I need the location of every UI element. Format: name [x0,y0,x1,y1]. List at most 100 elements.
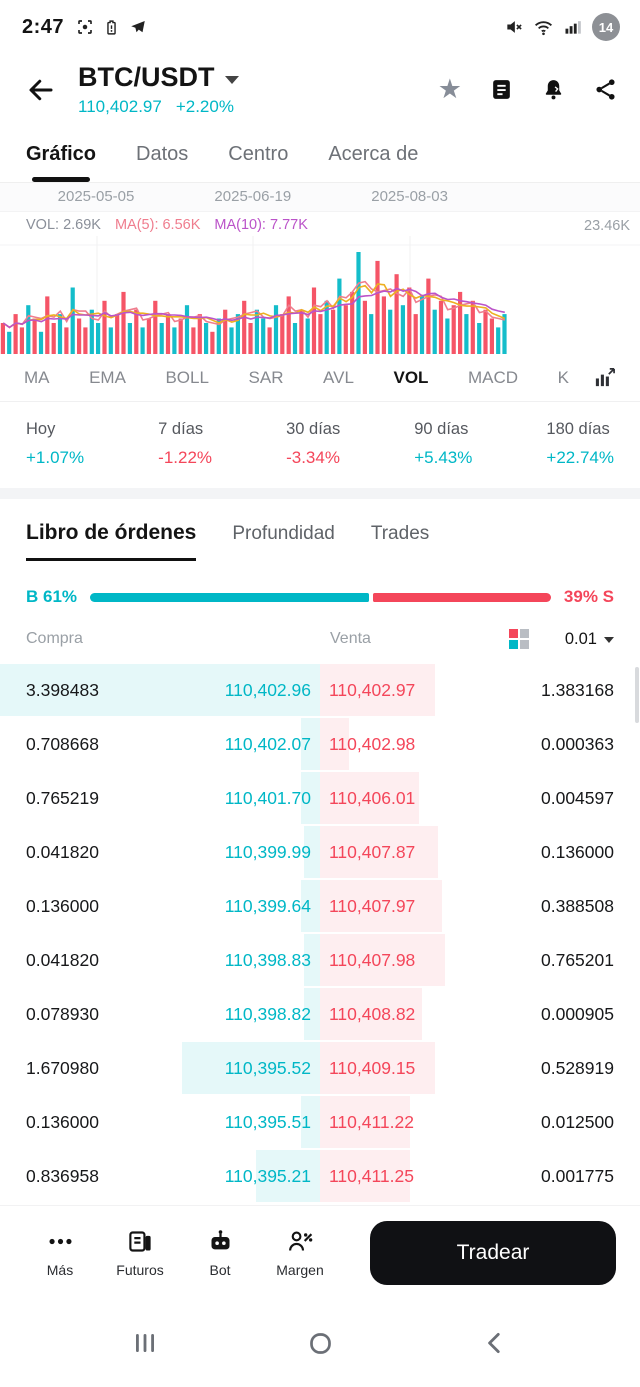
precision-value: 0.01 [564,629,597,648]
back-button[interactable] [26,75,56,105]
buy-price: 110,395.21 [224,1165,311,1186]
buy-column-header-wrap: Compra [0,630,320,648]
buy-side: 0.041820 110,399.99 [0,825,320,879]
price-alert-bell-icon[interactable] [541,77,566,102]
price-change: +2.20% [175,97,234,116]
buy-depth-bar [304,826,320,878]
buy-side: 0.136000 110,395.51 [0,1095,320,1149]
chart-legend: VOL: 2.69K MA(5): 6.56K MA(10): 7.77K [26,217,308,233]
volume-chart-area[interactable]: VOL: 2.69K MA(5): 6.56K MA(10): 7.77K 23… [0,212,640,354]
indicator-vol[interactable]: VOL [393,367,429,387]
sell-depth-bar [320,934,445,986]
orderbook-tab-libro-de-ordenes[interactable]: Libro de órdenes [26,521,197,561]
order-book-row[interactable]: 0.708668 110,402.07 110,402.98 0.000363 [0,717,640,771]
sell-depth-bar [320,1096,410,1148]
performance-item: 180 días +22.74% [546,420,614,468]
home-button[interactable] [307,1330,334,1357]
buy-side: 1.670980 110,395.52 [0,1041,320,1095]
performance-value: +5.43% [414,448,473,467]
sell-amount: 0.012500 [541,1111,614,1132]
indicator-list: MA EMA BOLL SAR AVL VOL MACD K [24,368,569,388]
performance-label: 7 días [158,420,204,438]
buy-depth-bar [300,1096,320,1148]
order-book-row[interactable]: 3.398483 110,402.96 110,402.97 1.383168 [0,663,640,717]
order-book-row[interactable]: 0.765219 110,401.70 110,406.01 0.004597 [0,771,640,825]
tab-grafico[interactable]: Gráfico [26,127,96,182]
order-book-row[interactable]: 0.078930 110,398.82 110,408.82 0.000905 [0,987,640,1041]
trade-button[interactable]: Tradear [370,1221,616,1285]
sell-side: 110,402.98 0.000363 [320,717,640,771]
sell-side: 110,409.15 0.528919 [320,1041,640,1095]
signal-icon [563,17,583,37]
bottom-item-margen[interactable]: Margen [260,1228,340,1278]
order-book-row[interactable]: 0.136000 110,395.51 110,411.22 0.012500 [0,1095,640,1149]
performance-value: +22.74% [546,448,614,467]
pair-selector[interactable]: BTC/USDT [78,62,239,93]
orderbook-tab-trades[interactable]: Trades [370,523,430,544]
order-book-row[interactable]: 0.836958 110,395.21 110,411.25 0.001775 [0,1149,640,1203]
sell-amount: 0.001775 [541,1165,614,1186]
buy-side: 0.708668 110,402.07 [0,717,320,771]
sell-amount: 0.136000 [541,841,614,862]
buy-amount: 0.041820 [26,841,99,862]
chart-settings-icon[interactable] [593,366,616,389]
tab-centro[interactable]: Centro [228,143,289,165]
indicator-macd[interactable]: MACD [468,367,519,387]
ratio-track [90,592,551,602]
precision-selector[interactable]: 0.01 [565,630,614,649]
indicator-avl[interactable]: AVL [323,367,354,387]
buy-ratio-bar [90,592,369,602]
tab-datos[interactable]: Datos [136,143,189,165]
buy-depth-bar [304,934,320,986]
buy-ratio-label: B 61% [26,587,78,606]
y-axis-max-label: 23.46K [584,218,630,234]
price-row: 110,402.97 +2.20% [78,97,239,117]
performance-label: 180 días [546,420,610,438]
buy-price: 110,402.96 [224,679,311,700]
tab-acerca-de[interactable]: Acerca de [328,143,419,165]
buy-amount: 0.708668 [26,733,99,754]
performance-item: 30 días -3.34% [286,420,340,468]
sell-side: 110,407.87 0.136000 [320,825,640,879]
recents-button[interactable] [132,1330,158,1356]
order-book-row[interactable]: 1.670980 110,395.52 110,409.15 0.528919 [0,1041,640,1095]
buy-side: 3.398483 110,402.96 [0,663,320,717]
sell-depth-bar [320,718,349,770]
buy-amount: 0.836958 [26,1165,99,1186]
share-icon[interactable] [593,77,618,102]
buy-depth-bar [0,664,320,716]
more-dots-icon [47,1228,74,1255]
buy-amount: 1.670980 [26,1057,99,1078]
sell-price: 110,407.97 [329,895,416,916]
buy-price: 110,398.83 [224,949,311,970]
buy-price: 110,398.82 [224,1003,311,1024]
indicator-boll[interactable]: BOLL [165,367,209,387]
bottom-item-futuros[interactable]: Futuros [100,1228,180,1278]
orderbook-layout-icon[interactable] [508,629,529,649]
sell-side: 110,411.22 0.012500 [320,1095,640,1149]
bottom-item-mas[interactable]: Más [20,1228,100,1278]
scrollbar[interactable] [635,667,639,723]
orders-book-icon[interactable] [489,77,514,102]
volume-chart[interactable] [0,236,640,354]
order-book-row[interactable]: 0.041820 110,399.99 110,407.87 0.136000 [0,825,640,879]
orderbook-tab-profundidad[interactable]: Profundidad [232,523,335,544]
performance-label: 90 días [414,420,469,438]
back-nav-button[interactable] [482,1330,508,1356]
clock: 2:47 [22,15,65,38]
order-book-row[interactable]: 0.041820 110,398.83 110,407.98 0.765201 [0,933,640,987]
sell-amount: 0.388508 [541,895,614,916]
order-book-row[interactable]: 0.136000 110,399.64 110,407.97 0.388508 [0,879,640,933]
buy-price: 110,402.07 [224,733,311,754]
bottom-item-bot[interactable]: Bot [180,1228,260,1278]
indicator-sar[interactable]: SAR [248,367,284,387]
sell-side: 110,407.98 0.765201 [320,933,640,987]
indicator-ema[interactable]: EMA [89,367,126,387]
favorite-star-icon[interactable]: ★ [437,74,462,104]
indicator-k[interactable]: K [557,367,569,387]
indicator-ma[interactable]: MA [24,367,50,387]
ma10-legend: MA(10): 7.77K [214,217,308,233]
battery-alert-icon [103,19,120,36]
sell-price: 110,411.25 [329,1165,414,1186]
